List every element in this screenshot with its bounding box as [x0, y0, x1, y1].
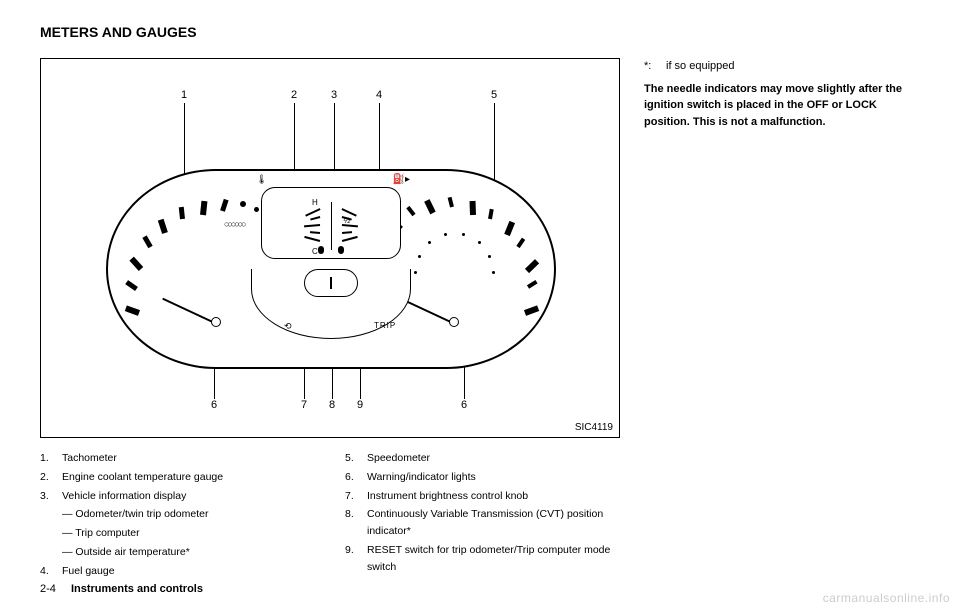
center-info-pod: 🌡 ⛽▸ H C ½	[261, 187, 401, 259]
temp-scale	[276, 208, 320, 248]
figure-box: 1 2 3 4 5 6 7 8 9 6	[40, 58, 620, 438]
temp-h: H	[312, 198, 318, 207]
legend-text: Speedometer	[367, 450, 430, 467]
legend: 1.Tachometer2.Engine coolant temperature…	[40, 450, 620, 582]
watermark: carmanualsonline.info	[823, 591, 950, 605]
legend-right: 5.Speedometer6.Warning/indicator lights7…	[345, 450, 620, 582]
legend-num: 4.	[40, 563, 62, 580]
legend-text: RESET switch for trip odometer/Trip comp…	[367, 542, 620, 576]
figure-id: SIC4119	[575, 422, 613, 433]
legend-item: 3.Vehicle information display	[40, 488, 315, 505]
trip-label: TRIP	[374, 321, 396, 330]
callout-2: 2	[291, 89, 297, 101]
legend-text: Instrument brightness control knob	[367, 488, 528, 505]
temp-pointer	[318, 246, 324, 254]
temp-c: C	[312, 247, 318, 256]
eco-icon: ⟲	[284, 321, 292, 332]
footer: 2-4 Instruments and controls	[40, 583, 203, 595]
legend-text: Warning/indicator lights	[367, 469, 476, 486]
legend-left: 1.Tachometer2.Engine coolant temperature…	[40, 450, 315, 582]
coolant-icon: 🌡	[256, 174, 267, 185]
callout-6a: 6	[211, 399, 217, 411]
legend-num: 9.	[345, 542, 367, 576]
legend-item: 2.Engine coolant temperature gauge	[40, 469, 315, 486]
legend-text: Fuel gauge	[62, 563, 115, 580]
legend-num: 5.	[345, 450, 367, 467]
legend-item: 1.Tachometer	[40, 450, 315, 467]
footnote-mark: *:	[644, 58, 666, 75]
callout-3: 3	[331, 89, 337, 101]
legend-num: 6.	[345, 469, 367, 486]
speedo-inner-dial	[414, 231, 494, 311]
legend-subitem: — Odometer/twin trip odometer	[40, 506, 315, 523]
legend-item: 9.RESET switch for trip odometer/Trip co…	[345, 542, 620, 576]
note-text: The needle indicators may move slightly …	[644, 81, 920, 131]
callout-8: 8	[329, 399, 335, 411]
legend-item: 8.Continuously Variable Transmission (CV…	[345, 506, 620, 540]
footer-page: 2-4	[40, 583, 56, 595]
legend-text: Tachometer	[62, 450, 117, 467]
legend-subitem: — Outside air temperature*	[40, 544, 315, 561]
legend-num: 1.	[40, 450, 62, 467]
footnote-text: if so equipped	[666, 58, 735, 75]
legend-text: Engine coolant temperature gauge	[62, 469, 223, 486]
callout-1: 1	[181, 89, 187, 101]
legend-text: Vehicle information display	[62, 488, 186, 505]
page-title: METERS AND GAUGES	[40, 24, 920, 40]
right-column: *: if so equipped The needle indicators …	[644, 58, 920, 582]
instrument-cluster: // placeholder — ticks drawn below via s…	[106, 169, 556, 369]
content-row: 1 2 3 4 5 6 7 8 9 6	[40, 58, 920, 582]
speedometer-hub	[449, 317, 459, 327]
center-oval	[304, 269, 358, 297]
legend-text: Continuously Variable Transmission (CVT)…	[367, 506, 620, 540]
callout-7: 7	[301, 399, 307, 411]
footer-section: Instruments and controls	[71, 583, 203, 595]
callout-5: 5	[491, 89, 497, 101]
tach-inner-dots: ○○○○○○	[224, 219, 245, 229]
fuel-scale	[342, 208, 386, 248]
legend-item: 5.Speedometer	[345, 450, 620, 467]
legend-num: 8.	[345, 506, 367, 540]
fuel-icon: ⛽▸	[393, 174, 410, 185]
legend-item: 4.Fuel gauge	[40, 563, 315, 580]
legend-subitem: — Trip computer	[40, 525, 315, 542]
legend-item: 7.Instrument brightness control knob	[345, 488, 620, 505]
tachometer-hub	[211, 317, 221, 327]
legend-item: 6.Warning/indicator lights	[345, 469, 620, 486]
callout-6b: 6	[461, 399, 467, 411]
legend-num: 7.	[345, 488, 367, 505]
left-column: 1 2 3 4 5 6 7 8 9 6	[40, 58, 620, 582]
fuel-pointer	[338, 246, 344, 254]
footnote: *: if so equipped	[644, 58, 920, 75]
callout-9: 9	[357, 399, 363, 411]
legend-num: 3.	[40, 488, 62, 505]
callout-4: 4	[376, 89, 382, 101]
legend-num: 2.	[40, 469, 62, 486]
